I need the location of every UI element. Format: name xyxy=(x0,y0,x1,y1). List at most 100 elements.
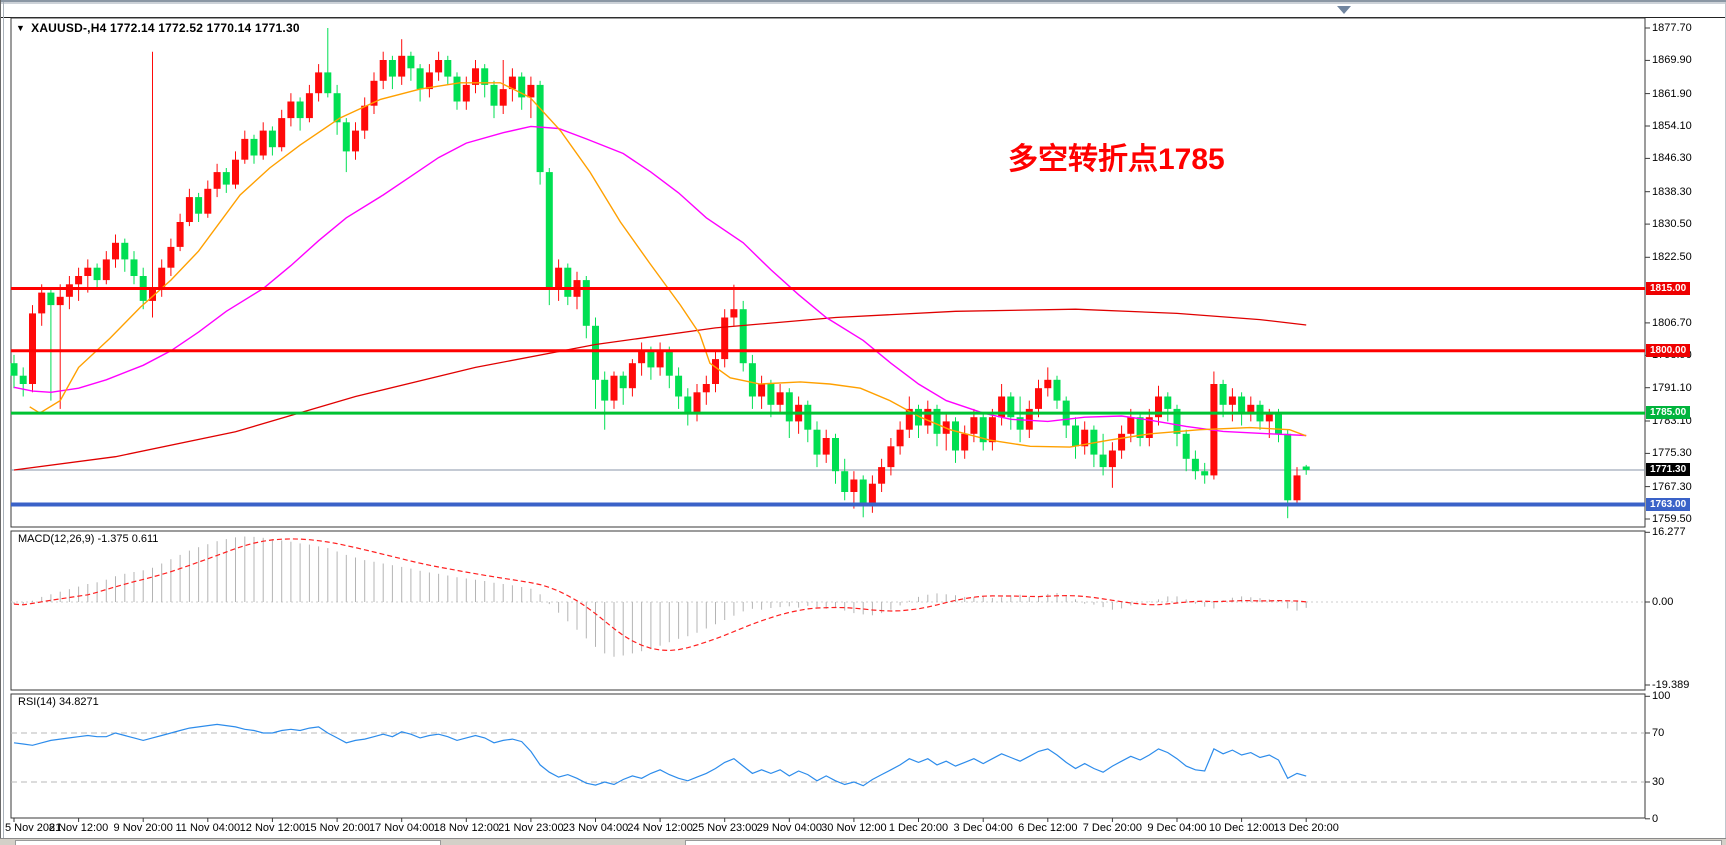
time-axis-label: 10 Dec 12:00 xyxy=(1208,822,1275,834)
rsi-axis-label: 100 xyxy=(1652,690,1671,703)
candle xyxy=(868,483,876,505)
axis-ticks xyxy=(13,27,1650,822)
candle xyxy=(158,267,166,289)
candle xyxy=(1072,425,1079,447)
time-axis-label: 30 Nov 12:00 xyxy=(821,822,887,834)
pivot-annotation-text: 多空转折点1785 xyxy=(1008,143,1225,176)
candle xyxy=(38,292,46,314)
symbol-dropdown-icon[interactable]: ▼ xyxy=(16,23,26,33)
chart-scroll-marker-icon[interactable] xyxy=(1337,6,1351,14)
candle xyxy=(730,309,738,318)
time-axis-label: 24 Nov 12:00 xyxy=(627,822,693,834)
candle xyxy=(970,417,978,434)
candle xyxy=(259,130,267,156)
candle xyxy=(84,267,92,276)
time-axis-label: 15 Nov 20:00 xyxy=(304,822,370,834)
candle xyxy=(416,68,424,90)
rsi-axis-label: 0 xyxy=(1652,812,1659,825)
candle xyxy=(979,417,987,443)
candle xyxy=(592,325,599,380)
candle xyxy=(287,101,295,119)
candle xyxy=(324,72,332,94)
time-axis-label: 17 Nov 04:00 xyxy=(368,822,435,834)
candle xyxy=(462,84,470,102)
candle xyxy=(130,259,138,276)
candle xyxy=(564,267,572,297)
time-axis-label: 7 Dec 20:00 xyxy=(1082,822,1143,834)
panel-frames xyxy=(10,17,1646,819)
candle xyxy=(915,408,922,426)
candle xyxy=(619,375,627,389)
macd-histogram xyxy=(13,536,1307,657)
candle xyxy=(813,429,821,455)
candle xyxy=(905,408,913,430)
price-badge: 1800.00 xyxy=(1646,343,1691,357)
moving-averages xyxy=(13,82,1307,471)
candle xyxy=(832,438,839,472)
candle xyxy=(296,101,304,119)
bottom-tab-edge-left xyxy=(15,840,441,845)
candle xyxy=(370,80,378,106)
candle xyxy=(93,267,101,281)
candle xyxy=(804,404,812,430)
candle xyxy=(748,363,756,397)
candle xyxy=(185,197,193,222)
candle xyxy=(998,396,1006,418)
candle xyxy=(545,172,553,289)
price-axis-label: 1846.30 xyxy=(1652,152,1692,165)
time-axis-label: 12 Nov 12:00 xyxy=(239,822,306,834)
candle xyxy=(268,130,276,148)
candle xyxy=(241,138,249,160)
macd-signal-line xyxy=(13,538,1307,652)
candle xyxy=(961,433,969,451)
candle xyxy=(841,471,849,492)
time-axis-label: 23 Nov 04:00 xyxy=(562,822,629,834)
price-badge: 1771.30 xyxy=(1646,463,1691,476)
time-axis-label: 18 Nov 12:00 xyxy=(433,822,500,834)
candle xyxy=(924,408,932,426)
candle xyxy=(1118,433,1126,451)
candle xyxy=(352,130,359,152)
candle xyxy=(1265,413,1273,422)
candle xyxy=(425,72,433,90)
candle xyxy=(527,84,535,98)
candle xyxy=(555,267,563,289)
candle xyxy=(610,375,618,401)
candle xyxy=(656,350,664,368)
candle xyxy=(398,55,406,77)
candle xyxy=(1275,413,1282,434)
candle xyxy=(601,379,609,401)
candle xyxy=(472,68,479,85)
time-axis-label: 11 Nov 04:00 xyxy=(175,822,241,834)
candle xyxy=(102,259,110,281)
macd-axis-label: 0.00 xyxy=(1652,596,1674,608)
candle xyxy=(481,68,489,85)
rsi-label: RSI(14) 34.8271 xyxy=(18,696,99,708)
candle xyxy=(850,479,858,492)
candle xyxy=(499,89,507,106)
candle xyxy=(785,392,793,422)
bottom-tab-edge-right xyxy=(685,840,1722,845)
candlestick-series xyxy=(10,28,1310,519)
candle xyxy=(859,479,867,505)
symbol-header[interactable]: ▼ XAUUSD-,H4 1772.14 1772.52 1770.14 1771… xyxy=(16,21,300,35)
candle xyxy=(176,222,184,247)
candle xyxy=(453,76,461,102)
candle xyxy=(47,292,55,306)
candle xyxy=(1145,417,1153,438)
price-axis-label: 1767.30 xyxy=(1652,480,1692,493)
candle xyxy=(361,105,369,131)
macd-axis-label: 16.277 xyxy=(1652,526,1686,539)
candle xyxy=(435,60,443,73)
candle xyxy=(1127,417,1135,434)
candle xyxy=(19,375,27,384)
candle xyxy=(536,84,544,173)
candle xyxy=(1238,396,1246,414)
candle xyxy=(582,280,590,326)
candle xyxy=(1191,458,1199,472)
price-badge: 1763.00 xyxy=(1646,497,1691,511)
horizontal-levels[interactable] xyxy=(11,287,1645,507)
candle xyxy=(65,284,73,297)
window-left-edge-highlight xyxy=(3,2,4,845)
